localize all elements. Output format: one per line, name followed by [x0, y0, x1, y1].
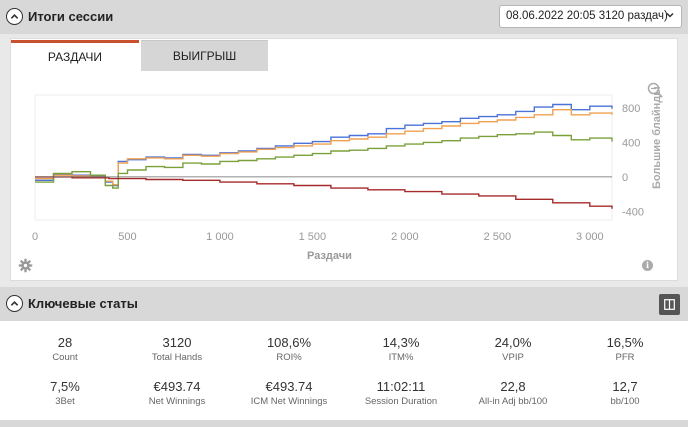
bankroll-chart: 0 500 1 000 1 500 2 000 2 500 3 000 800 400 0 -400	[32, 94, 644, 243]
key-stats-header: Ключевые статы	[0, 287, 688, 321]
stat-allin-adj-bb100: 22,8 All-in Adj bb/100	[478, 379, 548, 407]
columns-icon	[664, 299, 675, 310]
x-tick-label: 2 500	[484, 231, 512, 243]
x-tick-label: 3 000	[576, 231, 604, 243]
stat-session-duration: 11:02:11 Session Duration	[364, 379, 438, 407]
tab-hands[interactable]: РАЗДАЧИ	[11, 40, 139, 71]
session-select-value: 08.06.2022 20:05 3120 раздач)	[506, 10, 668, 22]
x-tick-label: 500	[118, 231, 136, 243]
stat-icm-net-winnings: €493.74 ICM Net Winnings	[250, 379, 328, 407]
collapse-key-stats-button[interactable]	[6, 295, 23, 312]
y-tick-label: -400	[622, 206, 644, 218]
plot-area	[34, 94, 613, 221]
info-icon[interactable]: i	[642, 260, 653, 271]
zoom-icon[interactable]	[647, 82, 663, 98]
stat-itm: 14,3% ITM%	[382, 335, 420, 363]
session-summary-header: Итоги сессии 08.06.2022 20:05 3120 разда…	[0, 0, 688, 34]
stat-pfr: 16,5% PFR	[606, 335, 644, 363]
x-axis-title: Раздачи	[307, 250, 352, 262]
stat-total-hands: 3120 Total Hands	[151, 335, 203, 363]
tab-winnings[interactable]: ВЫИГРЫШ	[141, 40, 268, 71]
stat-vpip: 24,0% VPIP	[494, 335, 532, 363]
layout-columns-button[interactable]	[659, 294, 680, 315]
stat-bb100: 12,7 bb/100	[610, 379, 640, 407]
gear-icon[interactable]	[18, 258, 33, 273]
key-stats-panel: 28 Count 3120 Total Hands 108,6% ROI% 14,3%…	[0, 321, 688, 420]
chevron-up-icon	[10, 301, 19, 306]
x-tick-label: 1 500	[299, 231, 327, 243]
x-tick-label: 2 000	[391, 231, 419, 243]
collapse-session-summary-button[interactable]	[6, 8, 23, 25]
stat-3bet: 7,5% 3Bet	[50, 379, 80, 407]
bottom-strip	[0, 420, 688, 427]
chevron-down-icon	[666, 12, 674, 18]
stat-roi: 108,6% ROI%	[266, 335, 312, 363]
session-select[interactable]: 08.06.2022 20:05 3120 раздач)	[499, 5, 682, 28]
session-summary-title: Итоги сессии	[28, 9, 114, 24]
series-line-3	[35, 176, 613, 209]
x-tick-label: 1 000	[206, 231, 234, 243]
stat-net-winnings: €493.74 Net Winnings	[148, 379, 206, 407]
y-tick-label: 0	[622, 172, 628, 184]
chart-panel: РАЗДАЧИ ВЫИГРЫШ 0 500 1 000 1 500 2 000 2 500…	[10, 38, 678, 281]
key-stats-title: Ключевые статы	[28, 296, 138, 311]
chevron-up-icon	[10, 14, 19, 19]
series-line-2	[35, 131, 613, 189]
y-axis-title: Большие блайнды	[651, 86, 663, 189]
y-tick-label: 400	[622, 137, 640, 149]
x-tick-label: 0	[32, 231, 38, 243]
y-tick-label: 800	[622, 103, 640, 115]
stat-count: 28 Count	[52, 335, 78, 363]
